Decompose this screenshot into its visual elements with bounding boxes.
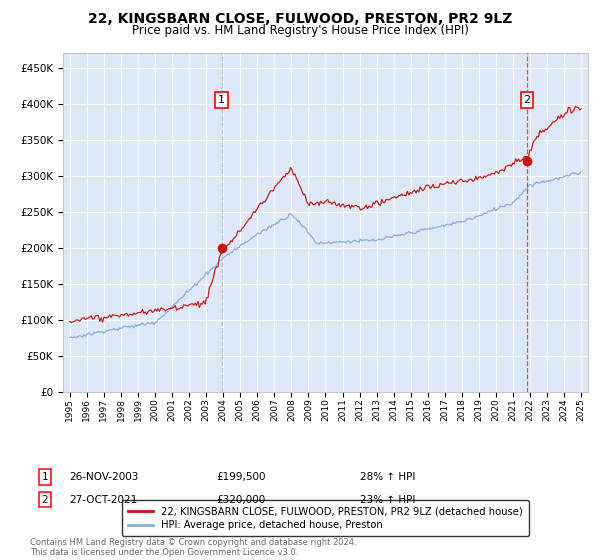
Text: 27-OCT-2021: 27-OCT-2021 [69, 494, 137, 505]
Text: £320,000: £320,000 [216, 494, 265, 505]
Text: 26-NOV-2003: 26-NOV-2003 [69, 472, 139, 482]
Text: 1: 1 [41, 472, 49, 482]
Text: Price paid vs. HM Land Registry's House Price Index (HPI): Price paid vs. HM Land Registry's House … [131, 24, 469, 37]
Text: £199,500: £199,500 [216, 472, 265, 482]
Text: 1: 1 [218, 95, 225, 105]
Legend: 22, KINGSBARN CLOSE, FULWOOD, PRESTON, PR2 9LZ (detached house), HPI: Average pr: 22, KINGSBARN CLOSE, FULWOOD, PRESTON, P… [122, 500, 529, 536]
Text: Contains HM Land Registry data © Crown copyright and database right 2024.
This d: Contains HM Land Registry data © Crown c… [30, 538, 356, 557]
Text: 2: 2 [523, 95, 530, 105]
Text: 28% ↑ HPI: 28% ↑ HPI [360, 472, 415, 482]
Text: 2: 2 [41, 494, 49, 505]
Text: 23% ↑ HPI: 23% ↑ HPI [360, 494, 415, 505]
Text: 22, KINGSBARN CLOSE, FULWOOD, PRESTON, PR2 9LZ: 22, KINGSBARN CLOSE, FULWOOD, PRESTON, P… [88, 12, 512, 26]
